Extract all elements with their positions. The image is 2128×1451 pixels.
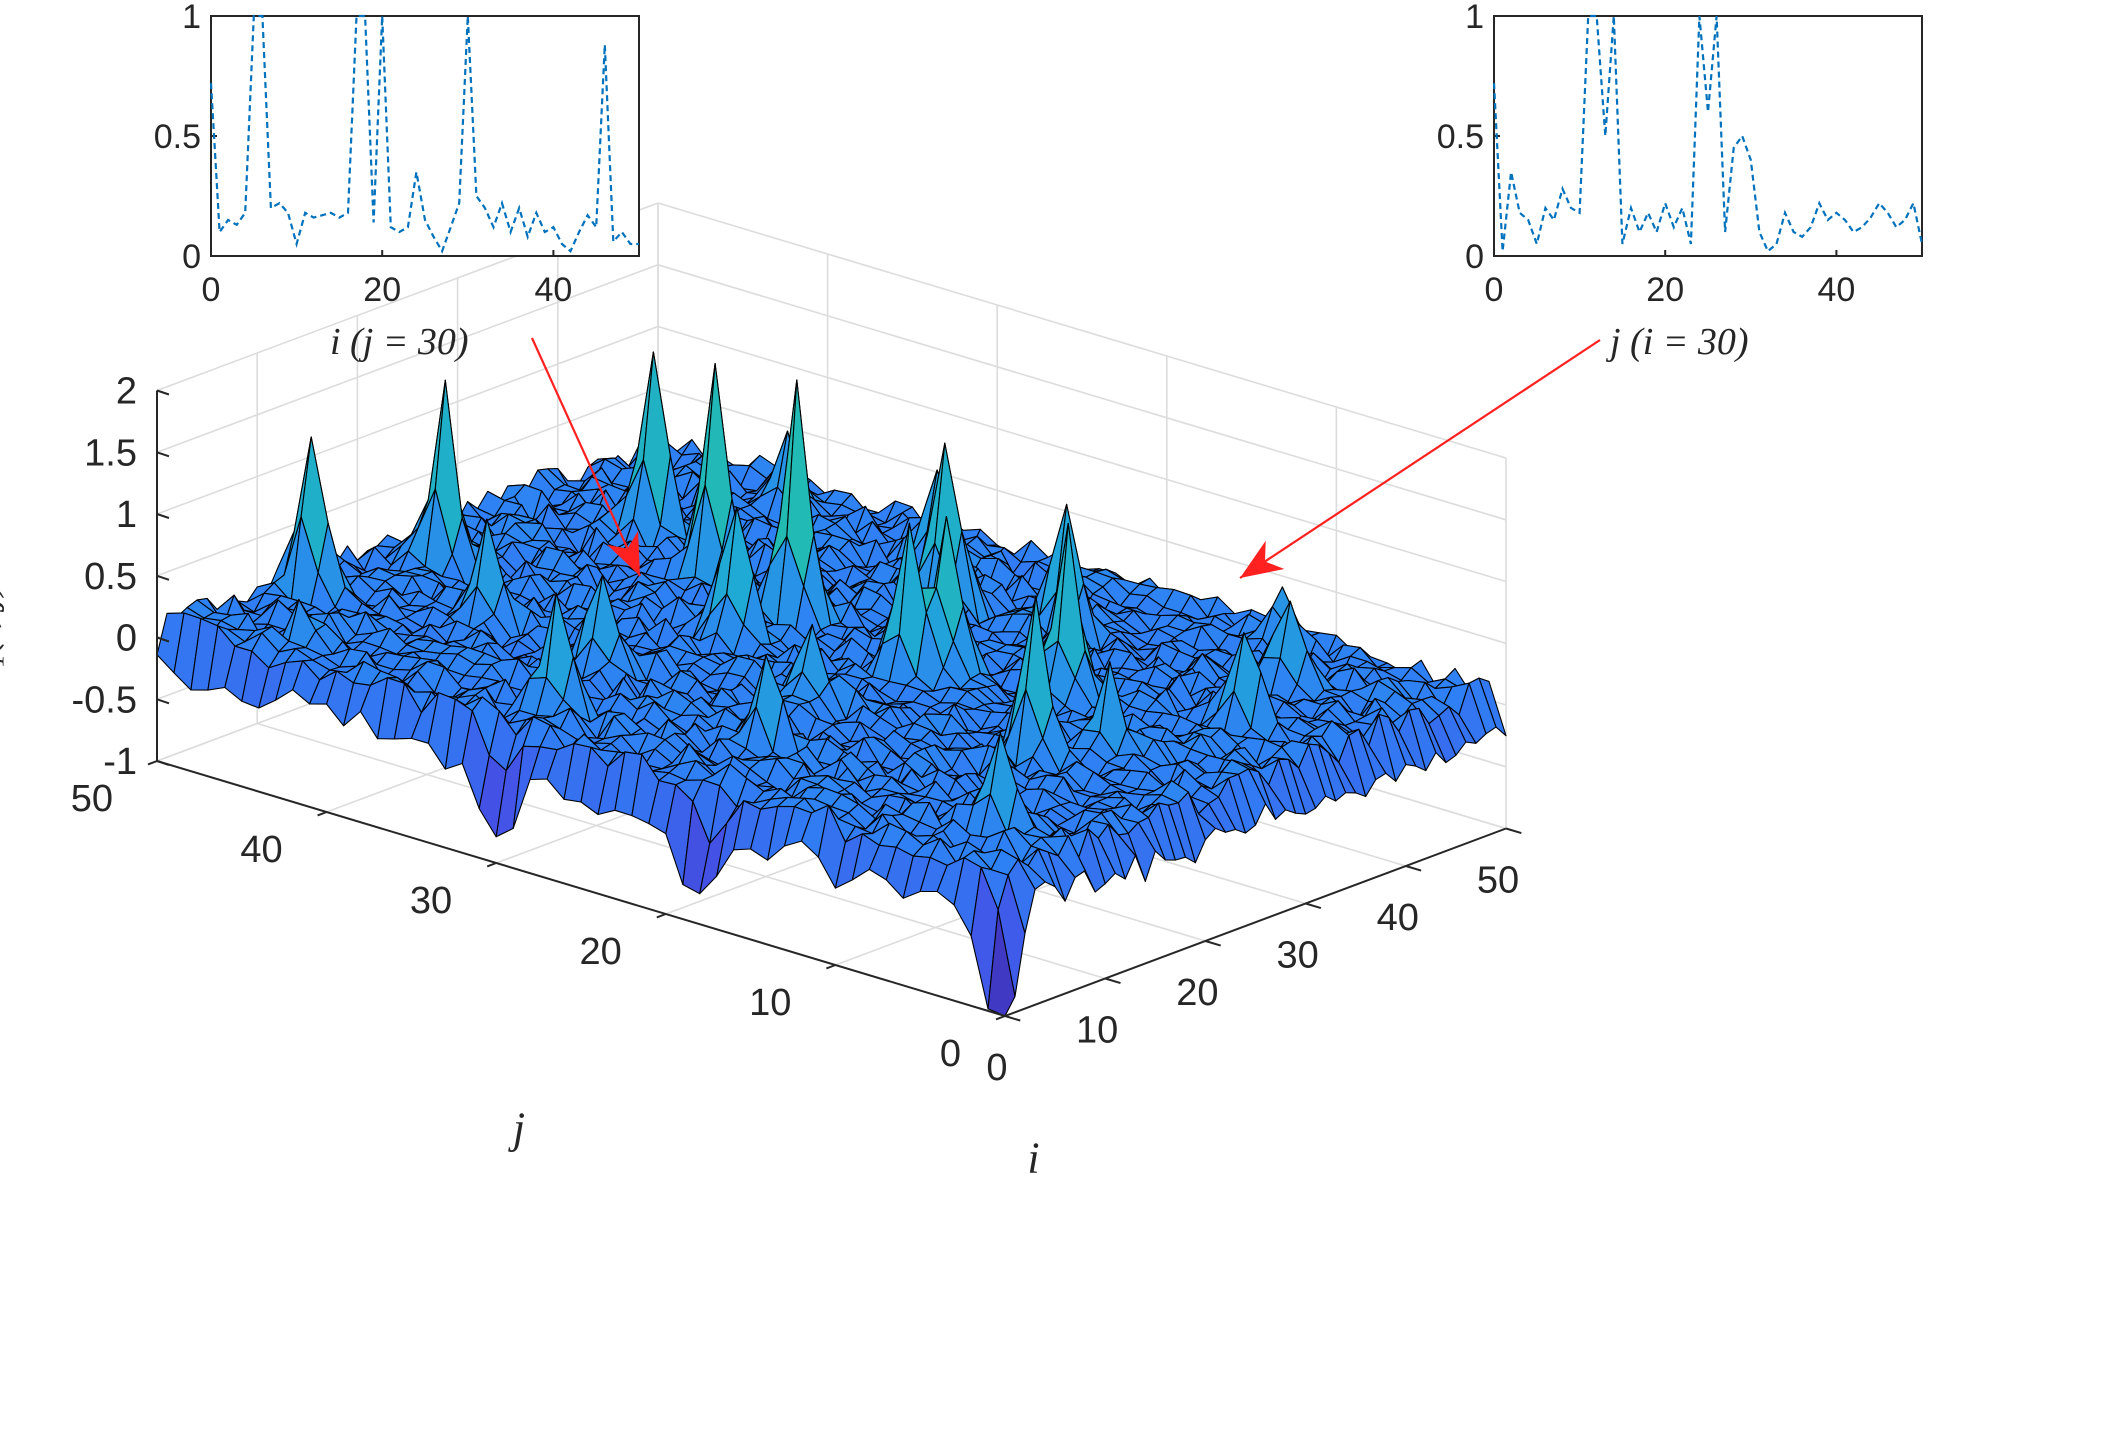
j-axis-line xyxy=(156,760,1006,1017)
inset-j-y-tick-label: 0 xyxy=(1465,238,1484,276)
i-tick xyxy=(1104,977,1121,985)
i-axis-title: i xyxy=(1027,1133,1039,1182)
j-tick xyxy=(317,811,327,817)
z-tick xyxy=(156,513,170,519)
z-tick xyxy=(156,451,170,458)
annotation-arrow-i-head xyxy=(607,530,640,576)
i-axis-line xyxy=(1004,827,1507,1017)
annotation-arrow-j-shaft xyxy=(1239,339,1601,579)
z-tick xyxy=(156,698,170,705)
j-tick xyxy=(656,913,667,919)
axis-labels: 0102030405001020304050-1-0.500.511.52ijx… xyxy=(0,371,1519,1183)
i-tick-label: 0 xyxy=(986,1047,1007,1089)
annotation-label-i: i (j = 30) xyxy=(330,321,469,363)
inset-j-frame xyxy=(1493,15,1923,257)
inset-i-y-tick-label: 0 xyxy=(182,238,201,276)
z-tick-label: 1 xyxy=(116,494,137,536)
annotation-arrow-j-head xyxy=(1240,540,1285,578)
z-tick xyxy=(156,574,170,581)
wall-grid-line xyxy=(156,325,659,515)
i-tick-label: 50 xyxy=(1477,860,1519,902)
i-tick-label: 10 xyxy=(1076,1010,1118,1052)
i-tick-label: 20 xyxy=(1176,972,1218,1014)
j-tick-label: 10 xyxy=(749,982,791,1024)
inset-j-x-tick-label: 0 xyxy=(1485,271,1504,309)
axes-frame xyxy=(147,389,1522,1022)
inset-i-x-tick-label: 20 xyxy=(363,271,401,309)
inset-j-series-line xyxy=(1492,14,1924,253)
inset-i-x-tick-label: 40 xyxy=(534,271,572,309)
surface-plot xyxy=(156,351,1507,1017)
j-tick xyxy=(486,862,497,868)
j-tick-label: 40 xyxy=(240,829,282,871)
annotation-label-j: j (i = 30) xyxy=(1605,321,1749,363)
annotations: i (j = 30) j (i = 30) xyxy=(330,321,1749,579)
wall-grid-line xyxy=(657,264,1507,521)
j-tick-label: 30 xyxy=(410,880,452,922)
inset-j-y-tick-label: 0.5 xyxy=(1437,118,1484,156)
i-tick xyxy=(1004,1015,1021,1022)
inset-j-x-tick-label: 20 xyxy=(1646,271,1684,309)
inset-j-x-tick-label: 40 xyxy=(1817,271,1855,309)
z-tick xyxy=(156,760,170,766)
wall-grid-line xyxy=(156,387,659,577)
j-tick xyxy=(147,760,158,766)
wall-grid-line xyxy=(657,202,1507,459)
j-tick-label: 0 xyxy=(940,1033,961,1075)
i-tick xyxy=(1505,827,1522,835)
j-tick xyxy=(995,1015,1006,1021)
annotation-arrow-i-shaft xyxy=(530,337,642,577)
z-tick-label: 2 xyxy=(116,371,137,413)
z-axis-title: x̃₁(i, j) RMSE xyxy=(0,464,5,688)
inset-i-x-tick-label: 0 xyxy=(202,271,221,309)
i-tick-label: 30 xyxy=(1276,935,1318,977)
inset-i-y-tick-label: 0.5 xyxy=(154,118,201,156)
i-tick xyxy=(1205,940,1221,947)
i-tick-label: 40 xyxy=(1377,897,1419,939)
j-tick-label: 50 xyxy=(71,778,113,820)
j-tick-label: 20 xyxy=(580,931,622,973)
wall-grid-line xyxy=(156,264,659,454)
z-tick-label: 1.5 xyxy=(84,432,137,474)
i-tick xyxy=(1305,902,1322,910)
inset-i-y-tick-label: 1 xyxy=(182,0,201,36)
z-tick xyxy=(156,636,170,643)
inset-i-series-line xyxy=(209,14,639,254)
inset-chart-i: 0 20 40 0 0.5 1 xyxy=(154,0,640,309)
j-tick xyxy=(826,964,836,970)
wall-grid-line xyxy=(657,325,1507,583)
z-tick xyxy=(156,389,170,396)
j-axis-title: j xyxy=(508,1104,525,1153)
i-tick xyxy=(1405,865,1422,872)
surface-cell xyxy=(987,909,1016,1017)
z-tick-label: 0 xyxy=(116,618,137,660)
inset-j-y-tick-label: 1 xyxy=(1465,0,1484,36)
z-tick-label: 0.5 xyxy=(84,556,137,598)
inset-chart-j: 0 20 40 0 0.5 1 xyxy=(1437,0,1924,309)
z-tick-label: -0.5 xyxy=(72,679,137,721)
z-tick-label: -1 xyxy=(103,741,137,783)
